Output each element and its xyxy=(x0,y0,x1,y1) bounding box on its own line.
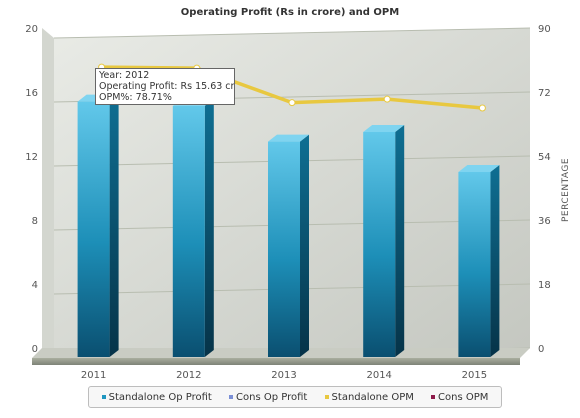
x-tick-label: 2012 xyxy=(176,370,201,381)
bars xyxy=(77,94,500,358)
bar-top xyxy=(268,134,309,142)
legend-swatch-icon xyxy=(431,395,436,399)
tooltip-opm: OPM%: 78.71% xyxy=(99,92,172,103)
x-tick-label: 2013 xyxy=(271,370,296,381)
gridline xyxy=(53,27,531,39)
x-tick-label: 2011 xyxy=(81,370,106,381)
chart-floor-front xyxy=(32,358,520,365)
legend-item[interactable]: Standalone OPM xyxy=(324,391,414,403)
legend-item[interactable]: Cons OPM xyxy=(431,392,488,403)
bar-front xyxy=(363,132,396,357)
legend-label: Cons Op Profit xyxy=(236,391,308,403)
bar xyxy=(77,94,119,357)
bar-front xyxy=(458,172,491,357)
right-tick-label: 0 xyxy=(538,344,544,355)
left-tick-label: 8 xyxy=(32,216,38,227)
bar-front xyxy=(77,101,110,357)
x-tick-label: 2015 xyxy=(462,370,487,381)
left-tick-label: 12 xyxy=(25,152,38,163)
left-tick-label: 20 xyxy=(25,24,38,35)
bar xyxy=(172,98,214,358)
bar xyxy=(363,125,405,357)
bar xyxy=(458,165,500,357)
opm-point xyxy=(383,95,391,103)
legend-swatch-icon xyxy=(324,395,329,399)
bar-side xyxy=(395,125,405,357)
plot-wall-left xyxy=(42,28,54,358)
right-axis: 0 18 36 54 72 90 xyxy=(538,24,551,355)
legend-label: Standalone Op Profit xyxy=(108,391,212,403)
data-tooltip: Year: 2012 Operating Profit: Rs 15.63 cr… xyxy=(95,68,235,105)
legend-item[interactable]: Standalone Op Profit xyxy=(101,391,212,403)
left-tick-label: 16 xyxy=(25,88,38,99)
legend-label: Standalone OPM xyxy=(331,391,414,403)
chart-title: Operating Profit (Rs in crore) and OPM xyxy=(181,7,399,18)
legend-label: Cons OPM xyxy=(438,391,489,403)
right-tick-label: 72 xyxy=(538,88,551,99)
bar-front xyxy=(268,141,300,357)
right-tick-label: 90 xyxy=(538,24,551,35)
x-axis: 2011 2012 2013 2014 2015 xyxy=(81,370,487,381)
opm-point xyxy=(478,104,486,112)
bar-top xyxy=(363,125,405,132)
left-axis: 0 4 8 12 16 20 xyxy=(25,24,38,355)
bar-top xyxy=(458,165,500,172)
left-tick-label: 0 xyxy=(32,344,38,355)
legend-swatch-icon xyxy=(229,395,234,399)
bar-side xyxy=(109,94,119,357)
chart-legend: Standalone Op Profit Cons Op Profit Standa… xyxy=(88,386,502,408)
legend-swatch-icon xyxy=(101,395,106,399)
right-tick-label: 36 xyxy=(538,216,551,227)
right-tick-label: 18 xyxy=(538,280,551,291)
left-tick-label: 4 xyxy=(32,280,38,291)
tooltip-year: Year: 2012 xyxy=(99,70,150,81)
right-axis-title: PERCENTAGE xyxy=(561,158,571,222)
bar-side xyxy=(490,165,500,357)
x-tick-label: 2014 xyxy=(366,370,391,381)
tooltip-profit: Operating Profit: Rs 15.63 cr xyxy=(99,81,235,92)
legend-item[interactable]: Cons Op Profit xyxy=(229,392,307,403)
bar-side xyxy=(300,134,309,357)
bar-side xyxy=(204,98,214,358)
opm-point xyxy=(288,99,296,107)
right-tick-label: 54 xyxy=(538,152,551,163)
bar-front xyxy=(172,105,205,357)
bar xyxy=(268,134,309,357)
